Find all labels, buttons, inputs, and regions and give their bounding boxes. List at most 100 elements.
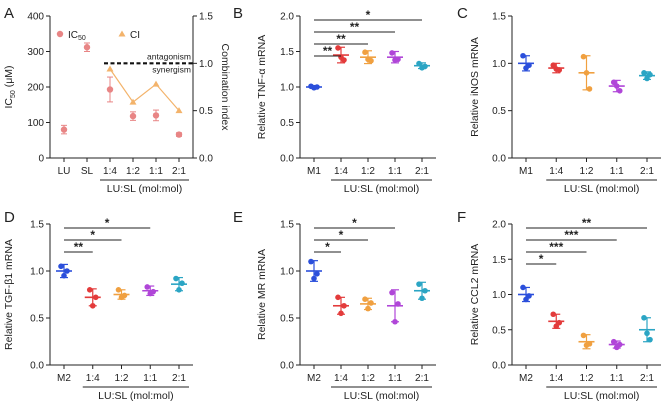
- y-tick-label: 0.0: [30, 361, 44, 372]
- data-point: [526, 62, 532, 69]
- data-point: [416, 60, 422, 67]
- data-point: [392, 318, 398, 325]
- x-tick-label: 1:1: [149, 166, 163, 177]
- ic50-point: [152, 112, 160, 119]
- ic50-point: [106, 86, 114, 93]
- x-tick-label: 2:1: [640, 166, 654, 177]
- y-tick-label: 1.5: [280, 47, 294, 58]
- group-3: [142, 284, 159, 297]
- y-tick-label: 0.0: [492, 361, 506, 372]
- ic50-point: [60, 126, 68, 133]
- group-1: [84, 287, 101, 309]
- significance-label: **: [350, 20, 360, 34]
- annot-synergism: synergism: [152, 64, 191, 74]
- group-4: [414, 60, 430, 71]
- data-point: [616, 87, 623, 94]
- group-label: LU:SL (mol:mol): [107, 183, 182, 195]
- significance-label: ***: [549, 240, 563, 254]
- data-point: [341, 57, 347, 63]
- annot-antagonism: antagonism: [147, 51, 191, 61]
- y-tick-label: 1.0: [30, 267, 44, 278]
- data-point: [61, 272, 67, 279]
- data-point: [368, 57, 374, 64]
- data-point: [362, 296, 368, 303]
- data-point: [86, 287, 93, 293]
- y-tick-label: 1.0: [492, 290, 506, 301]
- ylabel-sub: 50: [10, 90, 17, 98]
- data-point: [520, 284, 526, 291]
- x-tick-label: 1:2: [361, 166, 375, 177]
- data-point: [644, 75, 650, 82]
- significance-label: ***: [564, 228, 578, 242]
- group-2: [113, 287, 130, 301]
- legend-ci-label: CI: [130, 30, 140, 41]
- x-tick-label: 1:2: [115, 373, 129, 384]
- data-point: [121, 292, 128, 299]
- ylabel-unit: (μM): [3, 65, 15, 90]
- group-3: [387, 50, 403, 64]
- x-tick-label: LU: [58, 166, 71, 177]
- x-tick-label: M2: [519, 373, 533, 384]
- y-tick-label: 0.5: [492, 106, 506, 117]
- group-label: LU:SL (mol:mol): [98, 390, 173, 402]
- group-3: [387, 289, 403, 325]
- panel-letter: B: [233, 5, 243, 22]
- y-axis-label: Relative TGF-β1 mRNA: [3, 239, 15, 350]
- data-point: [586, 86, 593, 92]
- group-0: [518, 52, 534, 72]
- group-3: [608, 79, 625, 94]
- x-tick-label: SL: [81, 166, 94, 177]
- data-point: [422, 63, 428, 70]
- group-2: [578, 332, 595, 350]
- group-4: [414, 281, 430, 302]
- group-0: [306, 83, 322, 91]
- group-4: [639, 314, 655, 343]
- ylabel-main: IC: [3, 98, 15, 109]
- group-1: [548, 62, 565, 74]
- ci-line: [109, 68, 180, 112]
- panel-letter: A: [4, 5, 14, 22]
- significance-label: **: [74, 240, 84, 254]
- data-point: [365, 305, 371, 312]
- significance-label: *: [339, 228, 344, 242]
- x-tick-label: 1:1: [388, 166, 402, 177]
- x-tick-label: 1:1: [610, 166, 624, 177]
- panel-b: B 0.0 0.5 1.0 1.5 2.0 Relative TNF-α mRNA M1 1:4…: [233, 5, 436, 195]
- legend-ic50-sub: 50: [78, 35, 86, 42]
- significance-label: *: [105, 216, 110, 230]
- significance-label: **: [323, 44, 333, 58]
- data-point: [368, 300, 374, 306]
- ci-point: [152, 80, 160, 87]
- y-tick-label: 2.0: [492, 220, 506, 231]
- data-point: [526, 293, 532, 299]
- data-point: [647, 336, 653, 343]
- group-1: [333, 294, 349, 317]
- x-tick-label: 2:1: [172, 373, 186, 384]
- y-axis-label: Relative TNF-α mRNA: [256, 35, 268, 139]
- data-point: [644, 330, 650, 337]
- group-2: [360, 49, 376, 65]
- panel-f: F 0.0 0.5 1.0 1.5 2.0 Relative CCL2 mRNA M2 1:4 1…: [457, 209, 661, 402]
- x-tick-label: M1: [519, 166, 533, 177]
- significance-label: *: [325, 240, 330, 254]
- data-point: [314, 271, 320, 277]
- group-2: [578, 53, 595, 92]
- data-point: [586, 341, 593, 347]
- legend-ic50-main: IC: [68, 30, 78, 41]
- y-tick-label: 200: [27, 83, 44, 94]
- significance-label: *: [352, 216, 357, 230]
- panel-c: C 0.0 0.5 1.0 1.5 Relative iNOS mRNA M1 1:4 1:2 1…: [457, 5, 661, 195]
- y2-tick-label: 1.5: [199, 12, 213, 23]
- data-point: [176, 287, 182, 293]
- data-point: [580, 332, 587, 339]
- data-point: [583, 70, 590, 76]
- y-tick-label: 0.5: [280, 118, 294, 129]
- data-point: [308, 258, 314, 265]
- x-tick-label: M2: [57, 373, 71, 384]
- y-axis-label: IC50 (μM): [3, 65, 17, 108]
- x-tick-label: 1:4: [103, 166, 117, 177]
- y-tick-label: 2.0: [280, 12, 294, 23]
- legend: IC50 CI: [56, 30, 140, 42]
- data-point: [613, 83, 620, 89]
- panel-e: E 0.0 0.5 1.0 1.5 Relative MR mRNA M2 1:4 1:2 1:1…: [233, 209, 436, 402]
